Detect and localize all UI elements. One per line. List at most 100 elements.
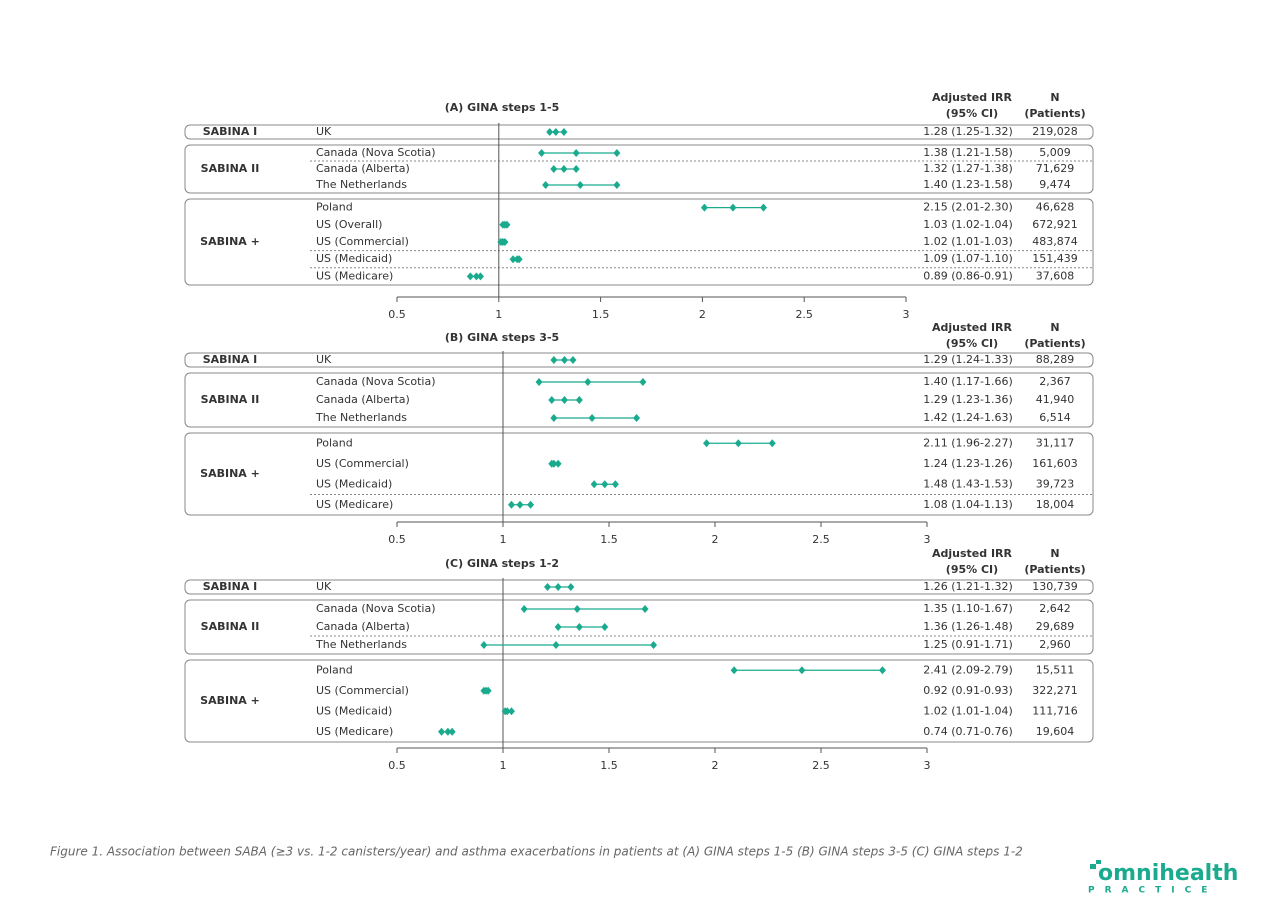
n-label: 111,716 — [1032, 704, 1078, 717]
row-label: Canada (Alberta) — [316, 162, 410, 175]
group-box — [184, 372, 1094, 428]
n-label: 322,271 — [1032, 684, 1078, 697]
diamond — [546, 128, 554, 136]
panel-title: (B) GINA steps 3-5 — [445, 331, 559, 344]
irr-label: 1.29 (1.24-1.33) — [923, 353, 1013, 366]
row-label: US (Medicaid) — [316, 704, 392, 717]
row-label: Canada (Alberta) — [316, 620, 410, 633]
diamond — [484, 686, 492, 695]
column-header: N — [1050, 321, 1059, 334]
diamond — [535, 378, 543, 386]
logo-tagline: PRACTICE — [1088, 886, 1217, 896]
diamond — [560, 396, 568, 404]
diamond — [572, 165, 580, 173]
group-box — [184, 659, 1094, 743]
irr-label: 1.08 (1.04-1.13) — [923, 498, 1013, 511]
x-tick-label: 2 — [712, 759, 719, 772]
diamond — [601, 480, 609, 489]
diamond — [560, 128, 568, 136]
row-label: US (Medicare) — [316, 498, 393, 511]
diamond — [878, 666, 886, 675]
diamond — [573, 605, 581, 613]
irr-label: 1.32 (1.27-1.38) — [923, 162, 1013, 175]
column-header: (95% CI) — [946, 563, 998, 576]
diamond — [703, 439, 711, 448]
irr-label: 1.40 (1.17-1.66) — [923, 375, 1013, 388]
group-name: SABINA I — [203, 580, 258, 593]
row-label: The Netherlands — [315, 178, 407, 191]
x-tick-label: 2.5 — [812, 533, 830, 546]
diamond — [560, 165, 568, 173]
group-name: SABINA I — [203, 125, 258, 138]
group-box — [184, 432, 1094, 516]
diamond — [576, 181, 584, 189]
column-header: Adjusted IRR — [932, 321, 1013, 334]
group-name: SABINA II — [201, 393, 260, 406]
n-label: 2,367 — [1039, 375, 1071, 388]
row-label: Canada (Nova Scotia) — [316, 146, 436, 159]
n-label: 9,474 — [1039, 178, 1071, 191]
diamond — [554, 583, 562, 591]
x-tick-label: 0.5 — [388, 308, 406, 321]
diamond — [527, 500, 535, 509]
x-tick-label: 2.5 — [812, 759, 830, 772]
diamond — [584, 378, 592, 386]
row-label: Canada (Nova Scotia) — [316, 602, 436, 615]
diamond — [480, 641, 488, 649]
irr-label: 1.36 (1.26-1.48) — [923, 620, 1013, 633]
n-label: 41,940 — [1036, 393, 1075, 406]
row-label: Poland — [316, 201, 353, 214]
diamond — [569, 356, 577, 364]
n-label: 5,009 — [1039, 146, 1071, 159]
n-label: 2,642 — [1039, 602, 1071, 615]
x-tick-label: 2.5 — [795, 308, 813, 321]
diamond — [516, 500, 524, 509]
x-tick-label: 0.5 — [388, 533, 406, 546]
diamond — [759, 203, 767, 212]
irr-label: 0.89 (0.86-0.91) — [923, 269, 1013, 282]
n-label: 130,739 — [1032, 580, 1078, 593]
row-label: Poland — [316, 436, 353, 449]
irr-label: 2.15 (2.01-2.30) — [923, 201, 1013, 214]
diamond — [552, 641, 560, 649]
diamond — [550, 165, 558, 173]
column-header: (95% CI) — [946, 337, 998, 350]
diamond — [729, 203, 737, 212]
n-label: 18,004 — [1036, 498, 1075, 511]
diamond — [444, 727, 452, 736]
diamond — [639, 378, 647, 386]
diamond — [438, 727, 446, 736]
diamond — [641, 605, 649, 613]
row-label: UK — [316, 125, 332, 138]
x-tick-label: 1 — [500, 533, 507, 546]
diamond — [448, 727, 456, 736]
group-name: SABINA + — [200, 235, 260, 248]
diamond — [768, 439, 776, 448]
n-label: 672,921 — [1032, 218, 1078, 231]
n-label: 151,439 — [1032, 252, 1078, 265]
x-tick-label: 0.5 — [388, 759, 406, 772]
group-name: SABINA I — [203, 353, 258, 366]
diamond — [507, 500, 515, 509]
column-header: (Patients) — [1024, 337, 1085, 350]
diamond — [700, 203, 708, 212]
group-box — [184, 579, 1094, 595]
diamond — [515, 255, 523, 264]
n-label: 6,514 — [1039, 411, 1071, 424]
diamond — [567, 583, 575, 591]
irr-label: 1.02 (1.01-1.03) — [923, 235, 1013, 248]
column-header: (Patients) — [1024, 563, 1085, 576]
diamond — [501, 238, 509, 246]
diamond — [650, 641, 658, 649]
diamond — [552, 128, 560, 136]
logo: omnihealth PRACTICE — [1088, 860, 1238, 896]
group-box — [184, 599, 1094, 655]
logo-icon — [1090, 860, 1101, 869]
n-label: 19,604 — [1036, 725, 1075, 738]
group-box — [184, 124, 1094, 140]
row-label: The Netherlands — [315, 638, 407, 651]
n-label: 161,603 — [1032, 457, 1078, 470]
diamond — [550, 414, 558, 422]
diamond — [554, 459, 562, 468]
